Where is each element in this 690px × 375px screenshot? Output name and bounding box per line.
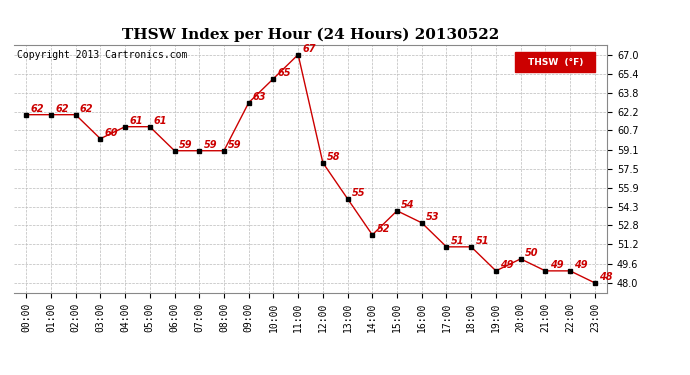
Text: 59: 59: [179, 140, 193, 150]
Text: 65: 65: [277, 68, 291, 78]
Text: 62: 62: [80, 104, 93, 114]
Text: 63: 63: [253, 92, 266, 102]
Text: 62: 62: [55, 104, 68, 114]
Text: 51: 51: [475, 236, 489, 246]
Text: 61: 61: [154, 116, 168, 126]
Text: 50: 50: [525, 248, 538, 258]
Text: 62: 62: [30, 104, 44, 114]
Text: 48: 48: [599, 272, 613, 282]
Text: 49: 49: [549, 260, 563, 270]
Text: Copyright 2013 Cartronics.com: Copyright 2013 Cartronics.com: [17, 50, 187, 60]
Text: 51: 51: [451, 236, 464, 246]
Text: 49: 49: [574, 260, 588, 270]
Text: 60: 60: [104, 128, 118, 138]
Text: 59: 59: [228, 140, 242, 150]
Text: 49: 49: [500, 260, 513, 270]
Text: THSW  (°F): THSW (°F): [528, 58, 583, 67]
Text: 53: 53: [426, 212, 440, 222]
Text: 52: 52: [377, 224, 390, 234]
Text: 55: 55: [352, 188, 365, 198]
FancyBboxPatch shape: [515, 53, 595, 72]
Text: 59: 59: [204, 140, 217, 150]
Title: THSW Index per Hour (24 Hours) 20130522: THSW Index per Hour (24 Hours) 20130522: [122, 28, 499, 42]
Text: 58: 58: [327, 152, 341, 162]
Text: 61: 61: [129, 116, 143, 126]
Text: 54: 54: [401, 200, 415, 210]
Text: 67: 67: [302, 44, 316, 54]
